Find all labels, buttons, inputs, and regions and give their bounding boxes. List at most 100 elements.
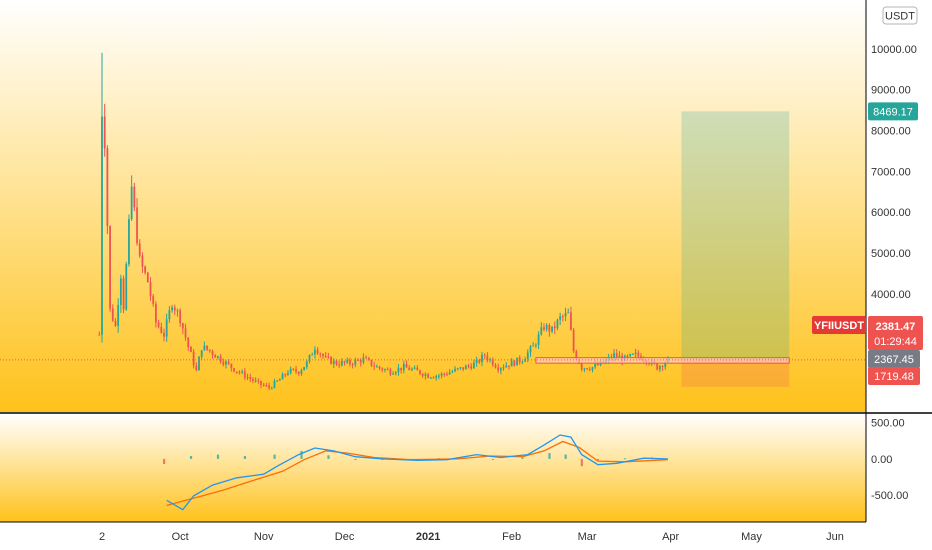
candle-body bbox=[594, 364, 597, 368]
price-axis-background bbox=[866, 0, 932, 550]
candle-body bbox=[122, 278, 125, 310]
candle-body bbox=[435, 375, 438, 378]
candle-body bbox=[462, 367, 465, 370]
candle-body bbox=[308, 354, 311, 362]
candle-body bbox=[384, 369, 386, 371]
candle-body bbox=[330, 356, 332, 364]
candle-body bbox=[173, 307, 176, 311]
target-price-badge-box bbox=[868, 102, 918, 121]
candle-body bbox=[591, 367, 594, 370]
candle-body bbox=[483, 354, 486, 356]
candle-body bbox=[572, 329, 575, 352]
candle-body bbox=[381, 368, 384, 371]
candle-body bbox=[419, 370, 421, 374]
macd-histogram-bar bbox=[273, 454, 276, 459]
time-tick-label: Apr bbox=[662, 531, 679, 543]
time-tick-label: Nov bbox=[254, 531, 274, 543]
macd-histogram-bar bbox=[243, 456, 247, 459]
macd-histogram-bar bbox=[596, 458, 600, 461]
target-zone bbox=[681, 111, 790, 360]
candle-body bbox=[375, 366, 378, 368]
candle-body bbox=[243, 371, 246, 378]
candle-body bbox=[540, 327, 543, 335]
candle-body bbox=[346, 360, 349, 363]
candle-body bbox=[332, 360, 335, 364]
candle-body bbox=[276, 380, 279, 382]
candle-body bbox=[524, 358, 527, 362]
price-tick-label: 7000.00 bbox=[871, 166, 911, 178]
candle-body bbox=[516, 357, 518, 366]
price-tick-label: 5000.00 bbox=[871, 248, 911, 260]
price-axis[interactable]: 10000.00 9000.00 8000.00 7000.00 6000.00 5000… bbox=[871, 6, 918, 502]
candle-body bbox=[389, 369, 392, 375]
candle-body bbox=[386, 369, 389, 371]
candle-body bbox=[373, 365, 376, 367]
candle-body bbox=[200, 350, 203, 357]
candle-body bbox=[176, 310, 179, 312]
candle-body bbox=[421, 373, 424, 377]
candle-body bbox=[281, 374, 284, 380]
candle-body bbox=[252, 378, 254, 381]
candle-body bbox=[233, 368, 235, 372]
candle-body bbox=[222, 361, 225, 365]
symbol-badge-box bbox=[812, 316, 866, 334]
macd-tick-label: 500.00 bbox=[871, 418, 905, 430]
candle-body bbox=[556, 319, 559, 329]
candle-body bbox=[171, 307, 173, 311]
candle-body bbox=[295, 369, 297, 372]
time-tick-label: Feb bbox=[502, 531, 521, 543]
candle-body bbox=[486, 355, 489, 360]
candle-body bbox=[297, 371, 300, 374]
time-axis[interactable]: 2 Oct Nov Dec 2021 Feb Mar Apr May Jun bbox=[99, 531, 844, 543]
candle-body bbox=[241, 371, 244, 373]
candle-body bbox=[394, 372, 397, 374]
macd-indicator bbox=[162, 434, 668, 511]
candle-body bbox=[111, 308, 114, 321]
candle-body bbox=[561, 316, 564, 318]
time-tick-label: Oct bbox=[172, 531, 189, 543]
macd-histogram-bar bbox=[300, 450, 303, 459]
candle-body bbox=[141, 255, 144, 267]
candle-body bbox=[491, 359, 494, 366]
candle-body bbox=[117, 304, 120, 326]
macd-histogram-bar bbox=[580, 458, 583, 467]
candle-body bbox=[268, 385, 270, 388]
candle-body bbox=[203, 345, 206, 351]
candle-body bbox=[190, 347, 192, 353]
candle-body bbox=[303, 367, 306, 371]
candle-body bbox=[168, 310, 171, 320]
candle-body bbox=[626, 355, 629, 357]
candle-body bbox=[586, 368, 588, 370]
candle-body bbox=[249, 377, 252, 379]
macd-line bbox=[166, 434, 668, 511]
candle-body bbox=[227, 361, 230, 364]
currency-label-box bbox=[882, 6, 918, 25]
long-position-tool[interactable] bbox=[681, 111, 790, 387]
candle-body bbox=[526, 352, 529, 359]
candle-body bbox=[163, 332, 165, 337]
candle-body bbox=[497, 367, 500, 371]
target-price-badge: 8469.17 bbox=[873, 106, 913, 118]
candle-body bbox=[103, 116, 106, 149]
candle-body bbox=[475, 360, 478, 363]
candle-body bbox=[211, 351, 214, 355]
candle-body bbox=[400, 367, 403, 371]
candle-body bbox=[408, 367, 411, 371]
candle-body bbox=[513, 360, 516, 366]
candle-body bbox=[144, 266, 147, 273]
candle-body bbox=[160, 326, 163, 333]
candle-body bbox=[570, 312, 572, 330]
macd-histogram-bar bbox=[548, 453, 551, 459]
candle-body bbox=[324, 356, 327, 358]
candle-body bbox=[427, 374, 429, 378]
price-tick-label: 4000.00 bbox=[871, 289, 911, 301]
currency-label: USDT bbox=[885, 11, 915, 23]
candle-body bbox=[656, 363, 659, 370]
candle-body bbox=[551, 326, 553, 332]
candle-body bbox=[411, 368, 413, 371]
candle-body bbox=[101, 116, 103, 335]
candle-body bbox=[351, 364, 354, 366]
candle-body bbox=[637, 352, 640, 357]
candle-body bbox=[128, 219, 130, 265]
